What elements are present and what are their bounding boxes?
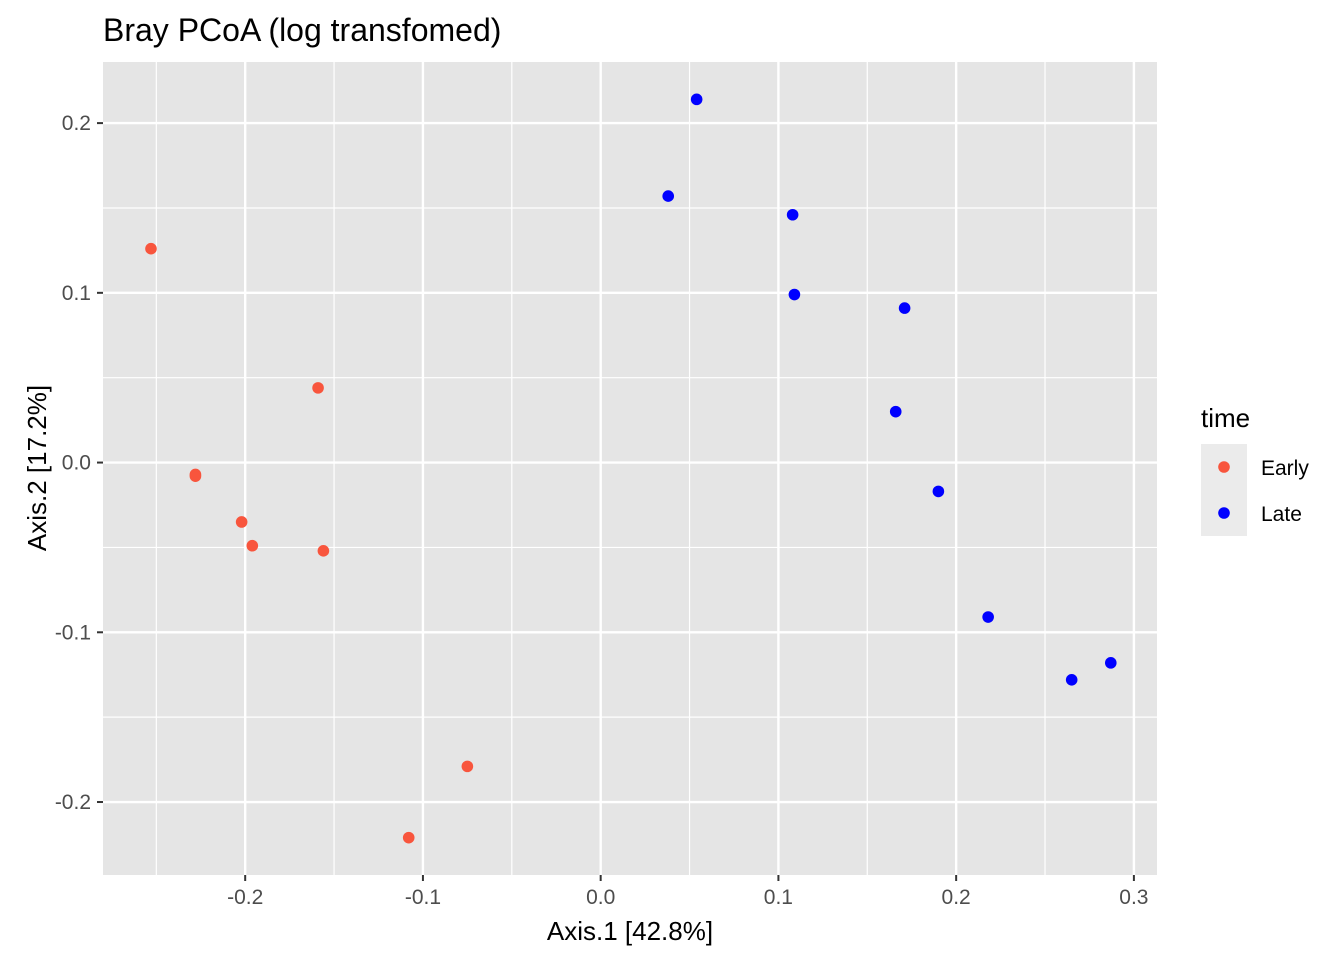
chart-title: Bray PCoA (log transfomed) <box>103 12 501 48</box>
legend-label-early: Early <box>1261 457 1309 480</box>
point-late <box>786 208 799 221</box>
x-axis-ticks: -0.2 -0.1 0.0 0.1 0.2 0.3 <box>227 875 1148 909</box>
minor-gridlines <box>103 62 1157 875</box>
data-points <box>145 93 1117 844</box>
legend-marker-late <box>1218 507 1230 519</box>
y-axis-ticks: -0.2 -0.1 0.0 0.1 0.2 <box>55 112 103 814</box>
legend: time Early Late <box>1201 403 1309 536</box>
legend-label-late: Late <box>1261 503 1302 526</box>
point-late <box>898 302 911 314</box>
point-early <box>145 242 157 255</box>
x-tick-label: -0.1 <box>405 886 441 909</box>
point-late <box>690 93 703 106</box>
legend-title: time <box>1201 403 1250 433</box>
point-late <box>889 405 902 418</box>
x-axis-title: Axis.1 [42.8%] <box>547 916 713 946</box>
x-tick-label: 0.3 <box>1119 886 1148 909</box>
point-late <box>932 485 945 498</box>
point-early <box>461 760 474 773</box>
point-early <box>235 516 248 528</box>
plot-panel <box>103 62 1157 875</box>
major-gridlines <box>103 62 1157 875</box>
y-tick-label: 0.2 <box>62 112 91 135</box>
point-late <box>662 190 675 202</box>
legend-entries: Early Late <box>1201 444 1309 536</box>
x-tick-label: 0.0 <box>586 886 615 909</box>
point-early <box>246 539 259 552</box>
legend-marker-early <box>1218 461 1230 473</box>
point-early <box>189 470 202 482</box>
point-late <box>982 611 994 623</box>
y-tick-label: 0.1 <box>62 282 91 305</box>
y-tick-label: 0.0 <box>62 452 91 475</box>
point-early <box>317 545 330 557</box>
point-late <box>1065 674 1078 686</box>
x-tick-label: 0.2 <box>942 886 971 909</box>
y-axis-title: Axis.2 [17.2%] <box>22 385 52 551</box>
point-early <box>312 382 324 394</box>
point-late <box>1104 657 1117 669</box>
panel-background <box>103 62 1157 875</box>
point-late <box>788 288 801 301</box>
y-tick-label: -0.2 <box>55 791 91 814</box>
x-tick-label: 0.1 <box>764 886 793 909</box>
x-tick-label: -0.2 <box>227 886 263 909</box>
y-tick-label: -0.1 <box>55 621 91 644</box>
point-early <box>402 831 415 844</box>
